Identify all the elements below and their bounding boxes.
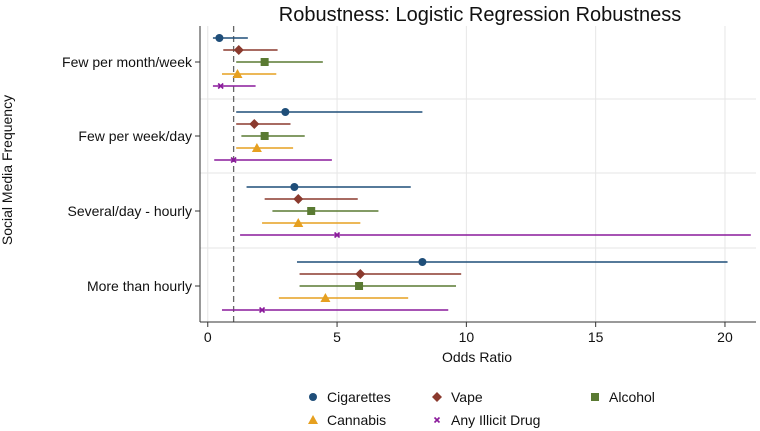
x-marker-stroke	[230, 156, 237, 164]
legend-marker	[309, 393, 317, 401]
point-estimate-marker	[215, 34, 224, 42]
point-estimate-marker	[260, 58, 269, 66]
legend-label: Alcohol	[609, 389, 655, 405]
legend-item-cigarettes: Cigarettes	[309, 389, 391, 405]
legend-label: Cannabis	[327, 412, 386, 428]
x-marker-stroke	[258, 306, 266, 314]
y-tick-label: Few per week/day	[78, 128, 192, 144]
x-marker-stroke	[433, 416, 441, 424]
point-estimate-marker	[258, 306, 266, 314]
y-axis-label: Social Media Frequency	[0, 95, 15, 245]
x-marker-stroke	[333, 231, 341, 239]
x-tick-label: 5	[333, 329, 341, 345]
point-estimate-marker	[251, 143, 262, 152]
series-cigarettes	[212, 34, 728, 266]
x-marker-stroke	[217, 82, 224, 90]
grid-lines	[200, 26, 756, 322]
point-estimate-marker	[232, 69, 243, 78]
point-estimate-marker	[333, 231, 341, 239]
point-estimate-marker	[418, 258, 427, 266]
point-estimate-marker	[230, 156, 237, 164]
legend-item-alcohol: Alcohol	[591, 389, 655, 405]
point-estimate-marker	[281, 108, 290, 116]
chart-title: Robustness: Logistic Regression Robustne…	[279, 4, 681, 26]
axes: 0 5 10 15 20 Few per month/week Few per week/d…	[62, 26, 756, 345]
point-estimate-marker	[249, 119, 260, 129]
point-estimate-marker	[293, 194, 304, 204]
point-estimate-marker	[217, 82, 224, 90]
point-estimate-marker	[320, 293, 331, 302]
x-tick-label: 20	[717, 329, 733, 345]
legend-label: Any Illicit Drug	[451, 412, 540, 428]
series-any-illicit-drug	[212, 82, 751, 314]
series-cannabis	[221, 69, 409, 302]
legend: Cigarettes Vape Alcohol Cannabis Any Illicit…	[308, 389, 655, 428]
series-vape	[223, 45, 462, 279]
legend-item-vape: Vape	[432, 389, 483, 405]
legend-marker	[432, 392, 442, 402]
legend-label: Cigarettes	[327, 389, 391, 405]
point-estimate-marker	[260, 132, 269, 140]
point-estimate-marker	[290, 183, 299, 191]
x-tick-label: 15	[588, 329, 604, 345]
legend-marker	[433, 416, 441, 424]
x-tick-label: 0	[204, 329, 212, 345]
series-layer	[212, 34, 751, 314]
legend-item-any-illicit-drug: Any Illicit Drug	[433, 412, 540, 428]
legend-marker	[591, 393, 599, 401]
y-tick-label: More than hourly	[87, 278, 192, 294]
point-estimate-marker	[307, 207, 316, 215]
y-tick-label: Few per month/week	[62, 54, 193, 70]
point-estimate-marker	[233, 45, 244, 55]
series-alcohol	[236, 58, 457, 290]
legend-item-cannabis: Cannabis	[308, 412, 386, 428]
legend-label: Vape	[451, 389, 483, 405]
plot-background	[200, 26, 756, 322]
legend-marker	[308, 415, 318, 424]
point-estimate-marker	[355, 269, 366, 279]
point-estimate-marker	[293, 218, 304, 227]
y-tick-label: Several/day - hourly	[67, 203, 192, 219]
x-axis-label: Odds Ratio	[442, 349, 512, 365]
x-tick-label: 10	[459, 329, 475, 345]
point-estimate-marker	[355, 282, 364, 290]
plot-area	[200, 26, 756, 322]
